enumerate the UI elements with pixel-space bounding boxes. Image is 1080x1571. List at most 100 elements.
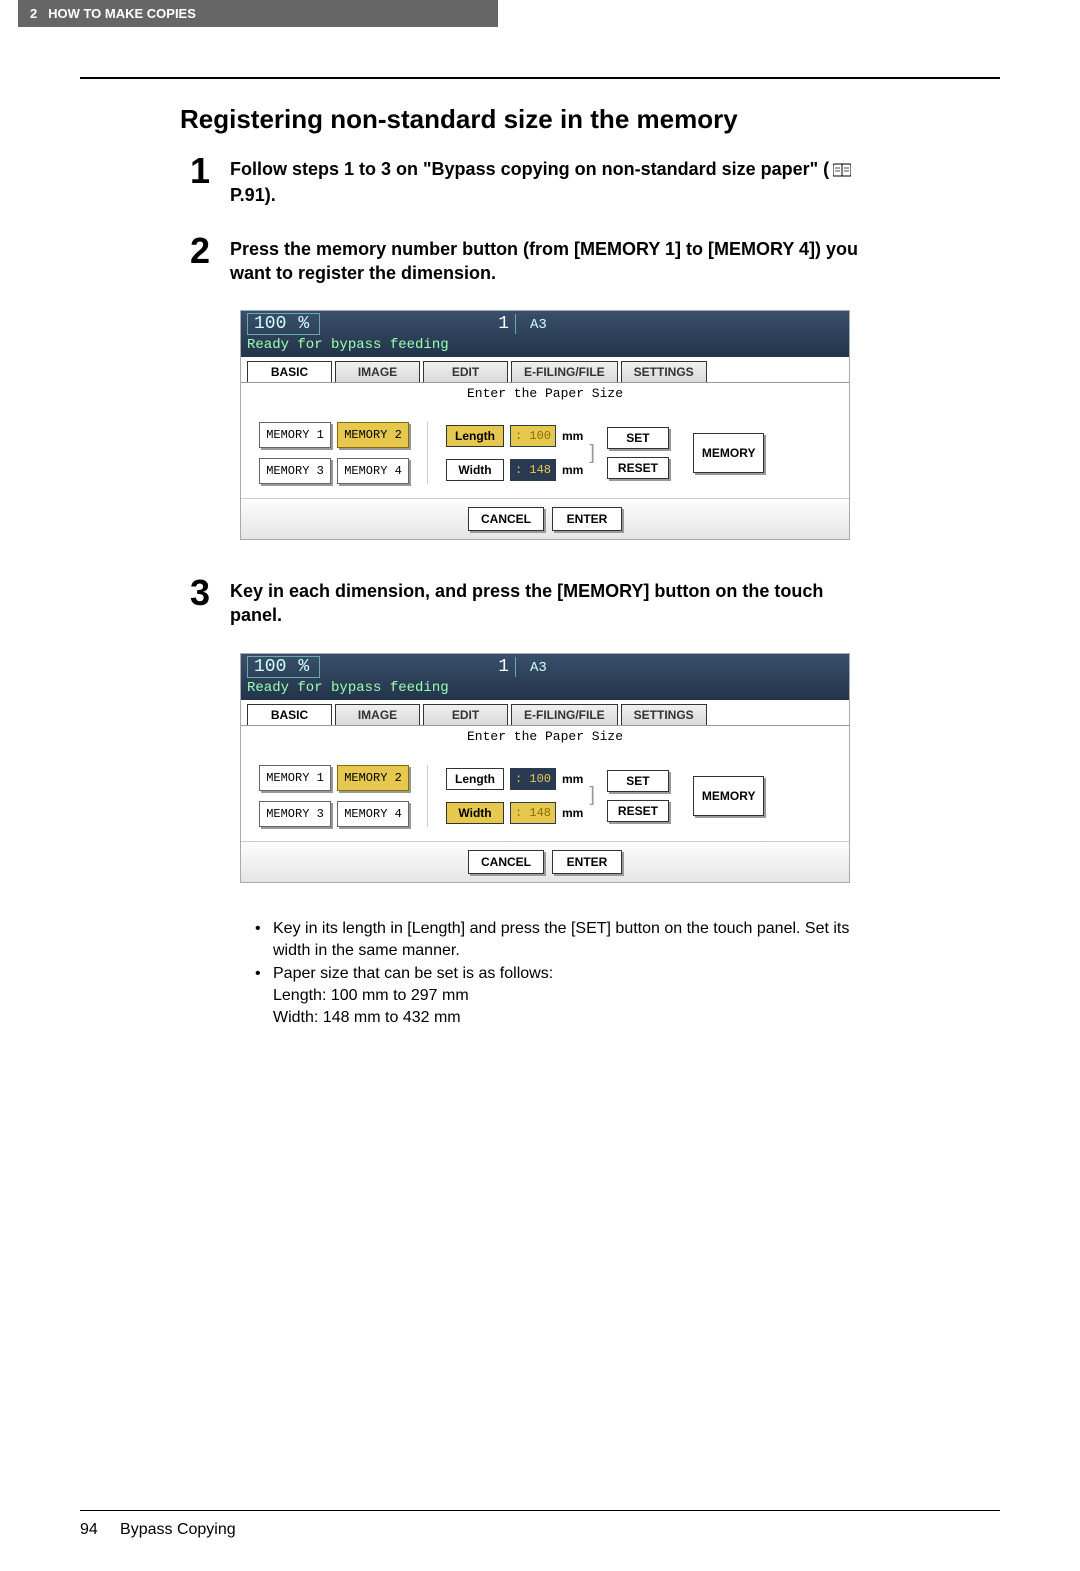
width-value: : 148	[510, 459, 556, 481]
bottom-button-row: CANCEL ENTER	[241, 498, 849, 539]
length-row-2: Length : 100 mm	[446, 768, 583, 790]
step-1: 1 Follow steps 1 to 3 on "Bypass copying…	[190, 153, 1000, 208]
panel-status-area-2: 100 % 1 A3 Ready for bypass feeding	[241, 654, 849, 700]
tab-settings-2[interactable]: SETTINGS	[621, 704, 707, 725]
length-label-2[interactable]: Length	[446, 768, 504, 790]
tab-efiling[interactable]: E-FILING/FILE	[511, 361, 618, 382]
copy-count-2: 1	[498, 657, 516, 677]
width-label-2[interactable]: Width	[446, 802, 504, 824]
step-1-text: Follow steps 1 to 3 on "Bypass copying o…	[230, 153, 880, 208]
reset-button[interactable]: RESET	[607, 457, 669, 479]
width-label[interactable]: Width	[446, 459, 504, 481]
bracket-icon-2: ]	[589, 784, 595, 807]
step-3-text: Key in each dimension, and press the [ME…	[230, 575, 880, 628]
step-2-number: 2	[190, 233, 230, 269]
page-footer: 94 Bypass Copying	[80, 1510, 1000, 1539]
length-unit-2: mm	[562, 772, 583, 786]
page-number: 94	[80, 1521, 98, 1538]
tab-settings[interactable]: SETTINGS	[621, 361, 707, 382]
memory-2-button-2[interactable]: MEMORY 2	[337, 765, 409, 791]
enter-button[interactable]: ENTER	[552, 507, 622, 531]
step-2: 2 Press the memory number button (from […	[190, 233, 1000, 286]
tab-basic-2[interactable]: BASIC	[247, 704, 332, 725]
tab-image-2[interactable]: IMAGE	[335, 704, 420, 725]
zoom-percent: 100 %	[247, 313, 320, 335]
memory-2-button[interactable]: MEMORY 2	[337, 422, 409, 448]
step-3-number: 3	[190, 575, 230, 611]
width-unit: mm	[562, 463, 583, 477]
percent-symbol-2: %	[298, 657, 309, 677]
width-row-2: Width : 148 mm	[446, 802, 583, 824]
tab-image[interactable]: IMAGE	[335, 361, 420, 382]
bottom-button-row-2: CANCEL ENTER	[241, 841, 849, 882]
memory-3-button-2[interactable]: MEMORY 3	[259, 801, 331, 827]
note-2-length: Length: 100 mm to 297 mm	[273, 985, 875, 1007]
tab-edit[interactable]: EDIT	[423, 361, 508, 382]
width-unit-2: mm	[562, 806, 583, 820]
chapter-header: 2 HOW TO MAKE COPIES	[18, 0, 498, 27]
section-name: Bypass Copying	[120, 1521, 236, 1538]
chapter-title: HOW TO MAKE COPIES	[48, 6, 196, 21]
length-label[interactable]: Length	[446, 425, 504, 447]
length-unit: mm	[562, 429, 583, 443]
memory-4-button[interactable]: MEMORY 4	[337, 458, 409, 484]
cancel-button-2[interactable]: CANCEL	[468, 850, 544, 874]
step-1-text-a: Follow steps 1 to 3 on "Bypass copying o…	[230, 159, 829, 179]
panel-subheading: Enter the Paper Size	[241, 383, 849, 404]
dimension-inputs: Length : 100 mm Width : 148 mm	[446, 425, 583, 481]
touch-panel-screenshot-2: 100 % 1 A3 Ready for bypass feeding BASI…	[240, 653, 850, 883]
dimension-inputs-2: Length : 100 mm Width : 148 mm	[446, 768, 583, 824]
book-icon	[833, 159, 851, 183]
width-value-2: : 148	[510, 802, 556, 824]
tab-edit-2[interactable]: EDIT	[423, 704, 508, 725]
memory-button[interactable]: MEMORY	[693, 433, 765, 473]
set-button[interactable]: SET	[607, 427, 669, 449]
zoom-value-2: 100	[254, 657, 286, 677]
enter-button-2[interactable]: ENTER	[552, 850, 622, 874]
memory-1-button-2[interactable]: MEMORY 1	[259, 765, 331, 791]
tab-efiling-2[interactable]: E-FILING/FILE	[511, 704, 618, 725]
memory-button-grid: MEMORY 1 MEMORY 2 MEMORY 3 MEMORY 4	[259, 422, 409, 484]
memory-1-button[interactable]: MEMORY 1	[259, 422, 331, 448]
length-row: Length : 100 mm	[446, 425, 583, 447]
memory-button-2[interactable]: MEMORY	[693, 776, 765, 816]
step-1-text-b: P.91).	[230, 185, 276, 205]
bracket-icon: ]	[589, 442, 595, 465]
divider	[80, 77, 1000, 79]
memory-button-grid-2: MEMORY 1 MEMORY 2 MEMORY 3 MEMORY 4	[259, 765, 409, 827]
step-2-text: Press the memory number button (from [ME…	[230, 233, 880, 286]
memory-3-button[interactable]: MEMORY 3	[259, 458, 331, 484]
percent-symbol: %	[298, 314, 309, 334]
status-message: Ready for bypass feeding	[247, 337, 843, 353]
notes-list: Key in its length in [Length] and press …	[255, 918, 875, 1030]
divider-vertical-2	[427, 765, 428, 827]
touch-panel-screenshot-1: 100 % 1 A3 Ready for bypass feeding BASI…	[240, 310, 850, 540]
memory-4-button-2[interactable]: MEMORY 4	[337, 801, 409, 827]
step-3: 3 Key in each dimension, and press the […	[190, 575, 1000, 628]
panel-status-area: 100 % 1 A3 Ready for bypass feeding	[241, 311, 849, 357]
length-value-2: : 100	[510, 768, 556, 790]
set-reset-column-2: SET RESET	[607, 770, 669, 822]
tab-basic[interactable]: BASIC	[247, 361, 332, 382]
note-2-width: Width: 148 mm to 432 mm	[273, 1007, 875, 1029]
reset-button-2[interactable]: RESET	[607, 800, 669, 822]
divider-vertical	[427, 422, 428, 484]
length-value: : 100	[510, 425, 556, 447]
note-2-intro: Paper size that can be set is as follows…	[273, 965, 553, 982]
set-reset-column: SET RESET	[607, 427, 669, 479]
chapter-number: 2	[30, 6, 37, 21]
cancel-button[interactable]: CANCEL	[468, 507, 544, 531]
paper-size-indicator-2: A3	[530, 660, 547, 676]
zoom-percent-2: 100 %	[247, 656, 320, 678]
set-button-2[interactable]: SET	[607, 770, 669, 792]
note-2: Paper size that can be set is as follows…	[255, 963, 875, 1030]
paper-size-indicator: A3	[530, 317, 547, 333]
zoom-value: 100	[254, 314, 286, 334]
panel-body-2: MEMORY 1 MEMORY 2 MEMORY 3 MEMORY 4 Leng…	[241, 747, 849, 841]
section-title: Registering non-standard size in the mem…	[180, 104, 1000, 135]
tab-bar-2: BASIC IMAGE EDIT E-FILING/FILE SETTINGS	[241, 700, 849, 726]
copy-count: 1	[498, 314, 516, 334]
status-message-2: Ready for bypass feeding	[247, 680, 843, 696]
step-1-number: 1	[190, 153, 230, 189]
panel-body: MEMORY 1 MEMORY 2 MEMORY 3 MEMORY 4 Leng…	[241, 404, 849, 498]
